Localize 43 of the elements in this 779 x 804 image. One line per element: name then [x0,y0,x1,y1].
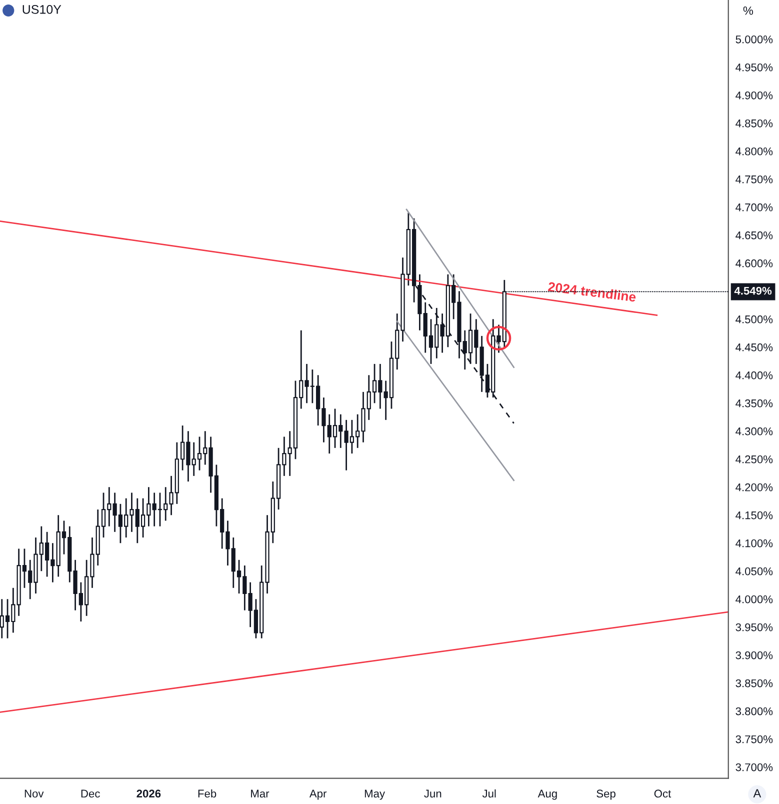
y-tick-label: 4.300% [736,427,773,436]
y-tick-label: 4.650% [736,231,773,240]
y-tick-label: 3.900% [736,651,773,660]
x-tick-label: Jul [482,789,496,798]
x-tick-label: 2026 [136,790,161,798]
text: 2024 trendline [548,282,636,302]
x-tick-label: Mar [251,790,270,798]
y-tick-label: 4.400% [736,371,773,380]
annotation: 4.549% [734,286,772,295]
x-tick-label: May [364,790,386,800]
y-tick-label: 4.350% [736,399,773,408]
text: A [753,789,762,798]
x-tick-label: Nov [24,790,44,798]
y-tick-label: 4.150% [736,511,773,520]
y-tick-label: 3.750% [736,735,773,744]
x-tick-label: Feb [198,789,216,798]
y-tick-label: 4.800% [736,147,773,156]
y-tick-label: 4.850% [736,119,773,128]
y-tick-label: 3.800% [736,707,773,716]
y-tick-label: 4.100% [736,539,773,548]
y-tick-label: 4.500% [736,315,773,324]
x-tick-label: Aug [538,790,557,800]
x-tick-label: Oct [654,790,672,798]
x-tick-label: Sep [596,790,616,800]
x-tick-label: Dec [81,790,100,798]
y-tick-label: 4.900% [736,91,773,100]
y-tick-label: 4.200% [736,483,773,492]
y-tick-label: 4.250% [736,455,773,464]
x-tick-label: Jun [424,790,442,798]
y-tick-label: 4.750% [736,175,773,184]
y-tick-label: 5.000% [736,35,773,44]
x-tick-label: Apr [309,790,327,800]
y-tick-label: 3.850% [736,679,773,688]
y-tick-label: 3.950% [736,623,773,632]
y-tick-label: 4.050% [736,567,773,576]
y-tick-label: 3.700% [736,763,773,772]
y-tick-label: 4.600% [736,259,773,268]
chart-title: US10Y [22,5,62,14]
y-tick-label: 4.700% [736,203,773,212]
y-axis-title: % [743,6,754,15]
y-tick-label: 4.950% [736,63,773,72]
y-tick-label: 4.450% [736,343,773,352]
y-tick-label: 4.000% [736,595,773,604]
